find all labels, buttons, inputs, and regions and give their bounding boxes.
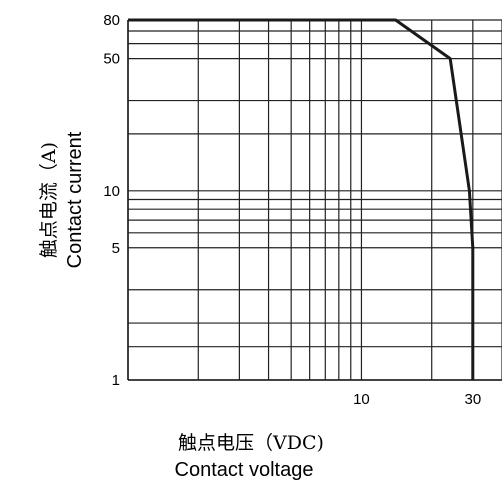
- y-axis-label-cn: 触点电流（A): [38, 141, 60, 259]
- y-tick-label: 5: [112, 240, 120, 257]
- x-axis-label-en: Contact voltage: [174, 459, 314, 481]
- y-axis-title: 触点电流（A) Contact current: [36, 132, 88, 269]
- x-tick-label: 30: [464, 391, 481, 408]
- y-tick-label: 1: [112, 372, 120, 389]
- chart-series: [128, 18, 475, 380]
- chart-grid: [127, 19, 502, 381]
- y-tick-label: 50: [103, 51, 120, 68]
- y-axis-label-en: Contact current: [64, 131, 86, 269]
- x-axis-label-cn: 触点电压（VDC): [178, 432, 324, 454]
- y-tick-label: 80: [103, 12, 120, 29]
- x-tick-label: 10: [353, 391, 370, 408]
- y-tick-label: 10: [103, 183, 120, 200]
- chart-tick-labels: 1 5 10 50 80 10 30: [103, 12, 481, 408]
- load-limit-curve: [128, 18, 475, 380]
